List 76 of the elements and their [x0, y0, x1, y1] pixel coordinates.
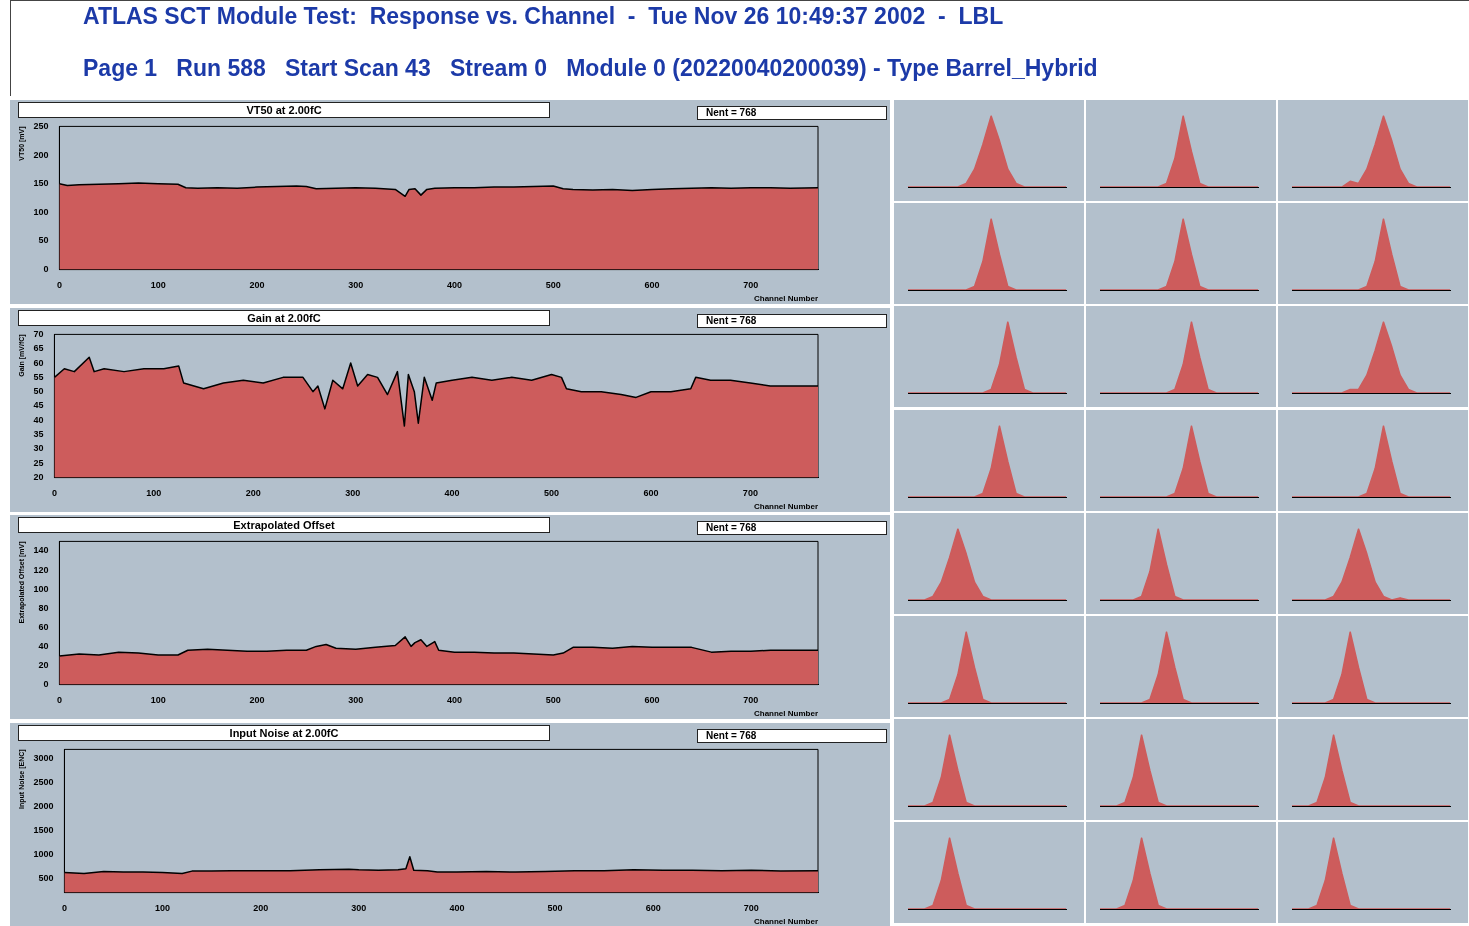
y-tick-label: 60	[38, 621, 49, 632]
y-tick-label: 1000	[33, 848, 54, 859]
text: ATLAS SCT Module Test: Response vs. Channel - Tue Nov 26 10:49:37 2002 - LBL	[83, 3, 1004, 30]
y-tick-label: 25	[33, 457, 44, 468]
chart-title: Input Noise at 2.00fC	[18, 724, 550, 741]
chart-title: VT50 at 2.00fC	[18, 102, 550, 118]
y-tick-label: 40	[38, 640, 49, 651]
x-tick-label: 700	[743, 280, 759, 291]
chart-title: Gain at 2.00fC	[18, 309, 550, 326]
x-tick-label: 100	[146, 487, 162, 498]
y-tick-label: 50	[33, 385, 44, 396]
x-tick-label: 600	[644, 280, 660, 291]
y-tick-label: 45	[33, 399, 44, 410]
x-tick-label: 700	[743, 902, 759, 913]
y-tick-label: 70	[33, 328, 44, 339]
x-tick-label: 500	[544, 487, 560, 498]
y-tick-label: 0	[43, 679, 49, 690]
y-tick-label: 100	[33, 583, 49, 594]
y-tick-label: 65	[33, 342, 44, 353]
y-tick-label: 60	[33, 357, 44, 368]
x-tick-label: 400	[444, 487, 460, 498]
y-tick-label: 20	[38, 659, 49, 670]
y-tick-label: 2500	[33, 776, 54, 787]
text: Nent = 768	[697, 521, 887, 535]
y-tick-label: 250	[33, 120, 49, 131]
x-tick-label: 300	[348, 280, 364, 291]
y-tick-label: 55	[33, 371, 44, 382]
y-tick-label: 140	[33, 545, 49, 556]
text: Nent = 768	[697, 106, 887, 120]
y-tick-label: 35	[33, 428, 44, 439]
x-tick-label: 300	[351, 902, 367, 913]
x-tick-label: 500	[545, 280, 561, 291]
x-tick-label: 500	[547, 902, 563, 913]
y-tick-label: 1500	[33, 824, 54, 835]
x-tick-label: 100	[155, 902, 171, 913]
y-tick-label: 100	[33, 206, 49, 217]
x-tick-label: 400	[449, 902, 465, 913]
chart-title: Extrapolated Offset	[18, 517, 550, 533]
x-tick-label: 100	[150, 280, 166, 291]
x-axis-title: Channel Number	[753, 916, 818, 926]
x-axis-title: Channel Number	[753, 501, 818, 511]
y-tick-label: 0	[43, 264, 49, 275]
text: Nent = 768	[697, 728, 887, 743]
text: Page 1 Run 588 Start Scan 43 Stream 0 Module 0 (20220040200039) - Type Barrel_Hybrid	[83, 55, 1098, 82]
x-axis-title: Channel Number	[753, 709, 818, 719]
x-tick-label: 200	[249, 280, 265, 291]
x-tick-label: 700	[743, 695, 759, 706]
x-tick-label: 500	[545, 695, 561, 706]
y-tick-label: 150	[33, 178, 49, 189]
y-tick-label: 200	[33, 149, 49, 160]
x-tick-label: 400	[447, 280, 463, 291]
x-tick-label: 0	[56, 280, 62, 291]
x-tick-label: 600	[643, 487, 659, 498]
y-tick-label: 120	[33, 564, 49, 575]
x-tick-label: 300	[345, 487, 361, 498]
x-tick-label: 600	[644, 695, 660, 706]
y-tick-label: 2000	[33, 800, 54, 811]
y-tick-label: 50	[38, 235, 49, 246]
text: Nent = 768	[697, 313, 887, 328]
x-tick-label: 0	[61, 902, 67, 913]
x-tick-label: 200	[253, 902, 269, 913]
x-tick-label: 300	[348, 695, 364, 706]
x-tick-label: 600	[645, 902, 661, 913]
x-tick-label: 200	[245, 487, 261, 498]
y-tick-label: 80	[38, 602, 49, 613]
x-tick-label: 700	[742, 487, 758, 498]
y-tick-label: 40	[33, 414, 44, 425]
y-tick-label: 500	[38, 872, 54, 883]
x-tick-label: 400	[447, 695, 463, 706]
x-tick-label: 200	[249, 695, 265, 706]
y-tick-label: 30	[33, 442, 44, 453]
x-tick-label: 100	[150, 695, 166, 706]
y-tick-label: 3000	[33, 752, 54, 763]
x-axis-title: Channel Number	[753, 294, 818, 304]
x-tick-label: 0	[56, 695, 62, 706]
y-tick-label: 20	[33, 471, 44, 482]
